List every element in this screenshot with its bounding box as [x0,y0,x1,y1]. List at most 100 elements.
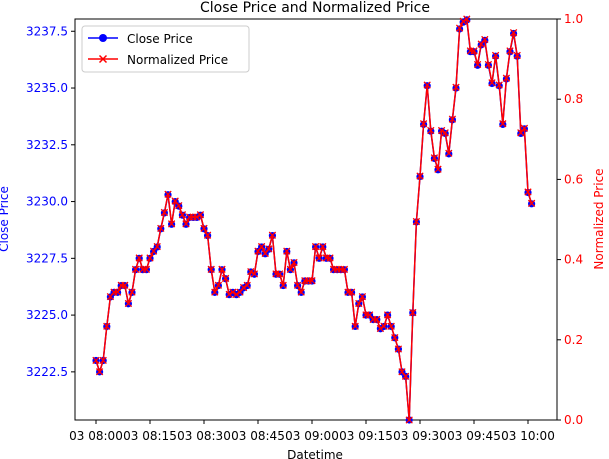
normalized-price-point [207,265,215,274]
normalized-price-point [239,283,248,292]
x-tick-label: 03 08:45 [231,429,285,443]
normalized-price-point [481,35,489,44]
x-tick-label: 03 08:00 [69,429,123,443]
normalized-price-point [380,322,388,330]
normalized-price-point [326,254,334,262]
normalized-price-point [527,199,536,208]
normalized-price-point [455,24,464,32]
normalized-price-point [311,242,320,251]
normalized-price-point [95,368,104,376]
normalized-price-point [128,288,136,296]
normalized-price-point [394,345,403,353]
normalized-price-point [405,416,413,424]
normalized-price-point [387,322,395,330]
normalized-price-point [463,15,471,23]
legend-normalized-marker [98,54,108,64]
normalized-price-point [218,265,226,274]
normalized-price-point [243,281,251,289]
legend-box [81,25,250,73]
normalized-price-point [250,270,259,278]
normalized-price-point [200,224,208,233]
normalized-price-point [412,217,421,226]
series-normalized-price [92,15,536,424]
normalized-price-point [297,288,305,296]
y-right-tick-label: 0.6 [564,172,583,186]
normalized-price-point [308,277,316,285]
normalized-price-point [265,245,273,253]
normalized-price-point [513,51,521,60]
normalized-price-point [495,81,503,89]
normalized-price-point [261,249,269,258]
x-tick-label: 03 09:15 [339,429,393,443]
x-tick-label: 03 09:30 [393,429,447,443]
x-tick-label: 03 09:45 [447,429,501,443]
normalized-price-point [236,288,244,296]
normalized-price-point [419,120,428,128]
normalized-price-point [221,274,230,283]
normalized-price-point [196,211,205,219]
normalized-price-point [232,290,241,299]
normalized-price-point [211,288,219,296]
normalized-price-point [113,288,122,296]
normalized-price-point [470,47,478,55]
normalized-price-point [203,231,212,239]
normalized-price-point [499,120,507,128]
normalized-price-point [103,322,111,330]
normalized-price-point [520,124,529,132]
normalized-price-point [135,254,143,262]
legend: Close Price Normalized Price [81,25,250,73]
chart-title: Close Price and Normalized Price [200,0,430,16]
normalized-price-point [290,258,298,267]
normalized-price-point [506,47,514,55]
normalized-price-point [448,115,457,123]
normalized-price-point [229,288,237,296]
y-left-tick-label: 3225.0 [26,308,68,322]
normalized-price-point [445,149,453,157]
normalized-price-point [491,51,500,60]
normalized-price-point [182,220,190,228]
normalized-price-point [142,265,151,274]
y-axis-left-label: Close Price [0,186,11,252]
x-tick-label: 03 08:30 [177,429,231,443]
x-tick-label: 03 09:00 [285,429,339,443]
normalized-price-point [283,247,291,255]
normalized-price-point [416,172,424,180]
x-axis: 03 08:00 03 08:15 03 08:30 03 08:45 03 09:00… [69,420,555,443]
normalized-price-point [254,247,262,255]
normalized-price-point [452,83,460,91]
normalized-price-point [373,315,381,324]
normalized-price-point [477,40,485,48]
y-left-tick-label: 3222.5 [26,365,68,379]
normalized-price-point [167,220,176,228]
normalized-price-point [160,208,169,217]
normalized-price-point [178,211,187,219]
normalized-price-point [434,165,442,173]
normalized-price-point [441,129,449,137]
normalized-price-point [409,308,417,317]
normalized-price-point [315,254,323,262]
normalized-price-point [517,129,525,137]
y-right-tick-label: 0.2 [564,333,583,347]
y-left-tick-label: 3227.5 [26,251,68,265]
normalized-price-point [383,311,392,319]
x-tick-label: 03 10:00 [501,429,555,443]
normalized-price-point [268,231,277,239]
normalized-price-point [365,311,374,319]
normalized-price-point [293,281,302,289]
normalized-price-point [430,154,439,162]
normalized-price-point [131,265,140,274]
normalized-price-point [121,281,129,289]
normalized-price-point [351,322,359,330]
normalized-price-point [427,126,435,135]
normalized-price-point [149,247,158,255]
normalized-price-point [355,299,363,308]
x-axis-label: Datetime [287,448,343,459]
normalized-price-point [340,265,349,274]
normalized-price-point [484,60,493,69]
normalized-price-point [92,356,100,365]
normalized-price-point [275,270,284,278]
normalized-price-point [124,299,133,308]
normalized-price-point [106,292,115,301]
y-right-tick-label: 1.0 [564,12,583,26]
normalized-price-point [279,281,287,289]
